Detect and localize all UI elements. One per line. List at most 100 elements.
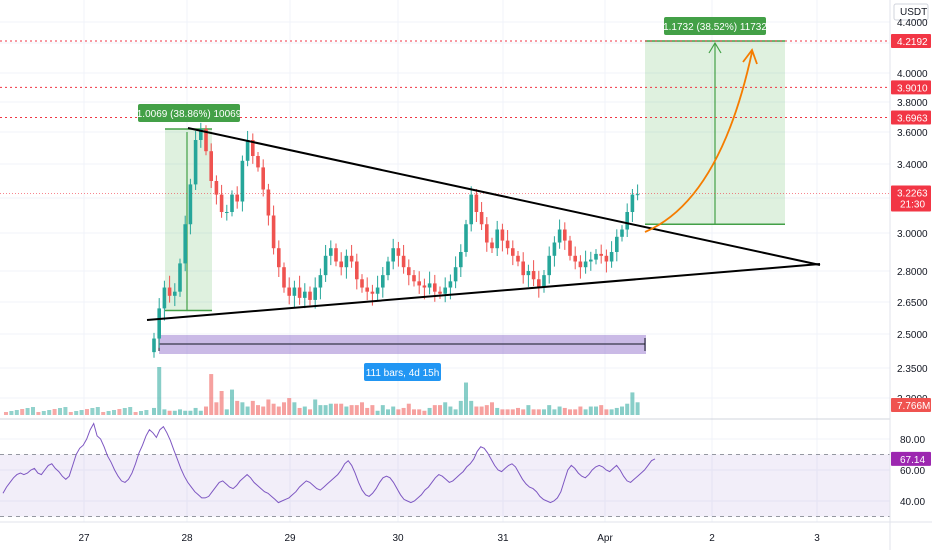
volume-bar (552, 409, 557, 415)
date-range-label-bg (364, 363, 441, 381)
triangle-upper-trendline (187, 127, 821, 266)
x-tick-label: 29 (284, 533, 296, 544)
volume-bar (112, 410, 116, 415)
candle-body (157, 308, 161, 339)
candle-body (448, 281, 453, 288)
candle-body (167, 287, 172, 296)
volume-bar (183, 410, 188, 415)
volume-bar (625, 403, 630, 415)
candle-body (297, 287, 302, 298)
volume-bar (157, 367, 162, 415)
volume-bar (588, 406, 593, 415)
measure-2-arrowhead (708, 41, 722, 54)
candle-body (412, 275, 416, 282)
candle-body (526, 271, 531, 276)
candle-body (308, 291, 312, 300)
volume-bar (297, 407, 302, 415)
drawings-layer-front (146, 48, 821, 321)
volume-bar (490, 402, 494, 415)
measure-1-label-bg (138, 104, 240, 122)
volume-bar (536, 409, 541, 415)
volume-bar (354, 405, 359, 415)
candle-body (453, 267, 458, 282)
volume-bar (74, 411, 79, 415)
last-price-tag (891, 185, 931, 212)
volume-bar (224, 409, 229, 415)
candle-body (578, 261, 583, 268)
volume-bar (360, 402, 364, 415)
volume-bar (266, 399, 271, 415)
x-tick-label: 27 (78, 533, 90, 544)
volume-bar (334, 403, 338, 415)
candle-body (563, 229, 567, 241)
volume-bar (9, 411, 14, 415)
volume-bar (245, 406, 250, 415)
volume-bar (188, 410, 193, 415)
volume-bar (52, 409, 57, 415)
candle-body (573, 255, 577, 262)
candle-body (625, 212, 629, 230)
candle-body (271, 215, 276, 249)
volume-bar (375, 410, 380, 415)
measure-2-label: 1.1732 (38.52%) 11732 (663, 22, 767, 33)
candle-body (204, 129, 208, 152)
volume-bar (521, 409, 526, 415)
volume-bar (380, 405, 385, 415)
volume-bar (167, 410, 172, 415)
price-tag-1 (891, 80, 931, 95)
candle-body (531, 271, 536, 280)
volume-bar (162, 409, 167, 415)
volume-bar (505, 409, 510, 415)
candle-body (433, 283, 437, 292)
volume-bar (614, 407, 619, 415)
x-tick-label: 3 (814, 533, 820, 544)
y-tick-label: 3.8000 (897, 98, 928, 109)
volume-bar (401, 407, 406, 415)
x-tick-label: 31 (497, 533, 509, 544)
candle-body (162, 287, 167, 309)
candle-body (459, 252, 463, 268)
volume-bar (635, 402, 640, 415)
volume-bar (14, 410, 19, 415)
rsi-y-tick-label: 40.00 (900, 497, 925, 508)
volume-bar (4, 412, 8, 415)
volume-bar (90, 408, 95, 415)
volume-bar (464, 382, 468, 415)
last-price-value: 3.2263 (897, 189, 928, 200)
measure-1-box (165, 129, 212, 311)
candle-body (438, 291, 442, 294)
volume-bar (370, 405, 375, 415)
volume-bar (36, 412, 41, 415)
candle-body (173, 291, 177, 296)
y-tick-label: 2.3500 (897, 364, 928, 375)
candle-body (386, 261, 390, 276)
candle-body (355, 261, 359, 280)
volume-bar (198, 410, 203, 415)
candle-body (209, 151, 213, 181)
price-tag-0 (891, 33, 931, 48)
candle-body (256, 156, 260, 168)
volume-bar (453, 409, 458, 415)
rsi-line (2, 422, 656, 504)
candle-body (344, 255, 349, 268)
volume-bar (417, 409, 422, 415)
candle-body (188, 184, 193, 225)
projection-curve (644, 51, 753, 233)
volume-bar (516, 407, 520, 415)
candle-body (349, 255, 354, 262)
candle-body (521, 261, 525, 276)
volume-bar (531, 409, 536, 415)
volume-bar (133, 412, 138, 415)
candle-body (396, 248, 401, 256)
volume-bar (479, 406, 484, 415)
candle-body (401, 255, 406, 268)
candle-body (313, 287, 317, 300)
volume-bar (261, 406, 266, 415)
volume-bar (542, 409, 546, 415)
candle-body (178, 263, 182, 292)
volume-bar (323, 405, 328, 415)
volume-bar (604, 409, 609, 415)
candle-body (505, 240, 510, 249)
candle-body (464, 224, 468, 252)
